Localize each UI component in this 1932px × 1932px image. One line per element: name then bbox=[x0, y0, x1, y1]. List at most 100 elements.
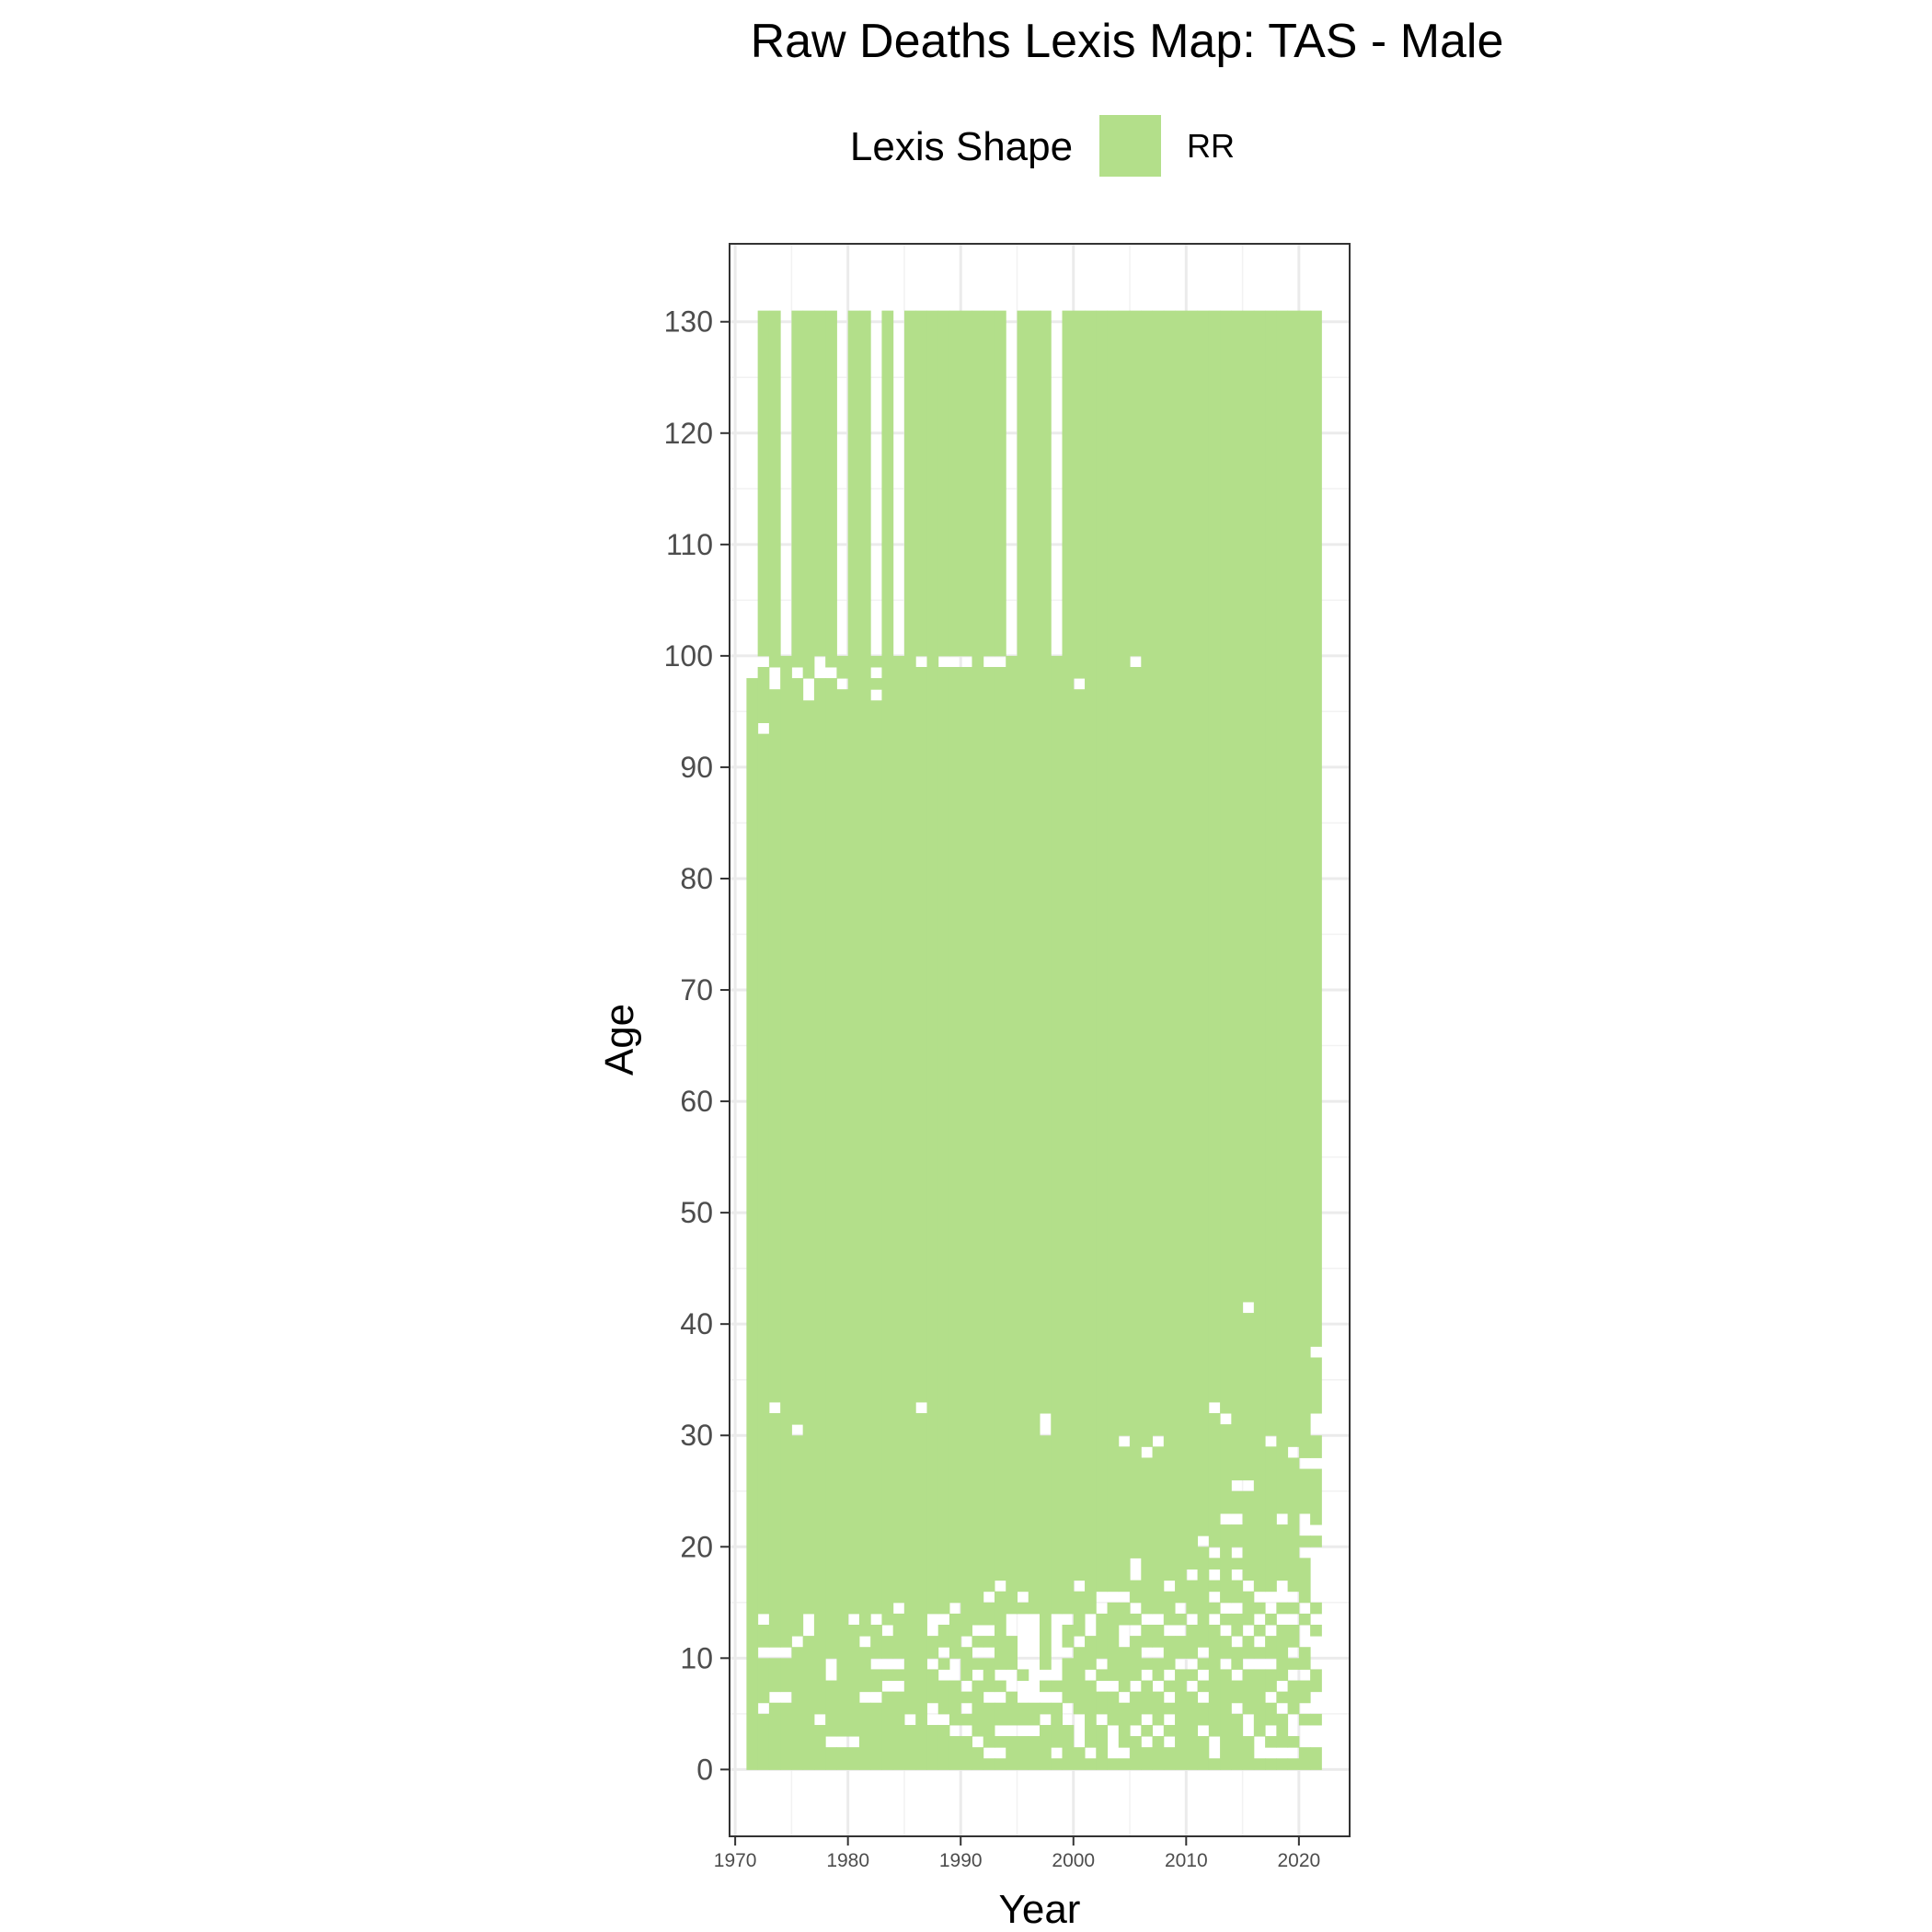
y-tick-label: 90 bbox=[680, 751, 713, 784]
heatmap-cell-run bbox=[1040, 1724, 1052, 1770]
heatmap-cell-run bbox=[1051, 1702, 1064, 1748]
heatmap-cell-run bbox=[1085, 1636, 1097, 1670]
heatmap-cell-run bbox=[1276, 1713, 1289, 1748]
heatmap-cell-run bbox=[1141, 1625, 1154, 1648]
heatmap-cell-run bbox=[937, 666, 950, 1615]
heatmap-cell-run bbox=[1253, 1647, 1266, 1659]
heatmap-cell-run bbox=[1040, 310, 1052, 1414]
y-tick-label: 30 bbox=[680, 1419, 713, 1452]
heatmap-cell-run bbox=[847, 1625, 860, 1737]
heatmap-cell-run bbox=[1163, 1702, 1176, 1715]
y-tick-label: 120 bbox=[664, 417, 713, 450]
heatmap-cell-run bbox=[903, 1724, 916, 1770]
heatmap-cell-run bbox=[1006, 655, 1018, 1615]
heatmap-cell-run bbox=[1062, 1625, 1075, 1648]
heatmap-cell-run bbox=[1287, 310, 1300, 1447]
heatmap-cell-run bbox=[1231, 1713, 1244, 1770]
heatmap-cell-run bbox=[1073, 1591, 1086, 1637]
heatmap-cell-run bbox=[1287, 1680, 1300, 1715]
heatmap-cell-run bbox=[1265, 1636, 1277, 1659]
heatmap-cell-run bbox=[1141, 1457, 1154, 1615]
heatmap-cell-run bbox=[1051, 1680, 1064, 1693]
y-tick-label: 70 bbox=[680, 973, 713, 1006]
heatmap-cell-run bbox=[1220, 1524, 1232, 1604]
heatmap-cell-run bbox=[1130, 666, 1142, 1558]
heatmap-cell-run bbox=[926, 310, 939, 1615]
x-tick-label: 1970 bbox=[714, 1850, 757, 1871]
heatmap-cell-run bbox=[915, 666, 927, 1403]
heatmap-cell-run bbox=[1220, 1636, 1232, 1659]
heatmap-cell-run bbox=[1276, 1691, 1289, 1704]
x-tick-label: 1980 bbox=[826, 1850, 869, 1871]
heatmap-cell-run bbox=[780, 655, 792, 1648]
heatmap-cell-run bbox=[1062, 310, 1075, 1615]
heatmap-cell-run bbox=[1310, 1468, 1322, 1525]
heatmap-cell-run bbox=[1220, 1669, 1232, 1770]
y-axis: 0 10 20 30 40 50 60 70 80 90 100 110 120 130 bbox=[664, 305, 730, 1786]
heatmap-cell-run bbox=[1130, 1736, 1142, 1770]
heatmap-cell-run bbox=[847, 1747, 860, 1770]
heatmap-cell-run bbox=[937, 1625, 950, 1648]
heatmap-cell-run bbox=[1298, 310, 1311, 1458]
heatmap-cell-run bbox=[1051, 1758, 1064, 1770]
heatmap-cell-run bbox=[858, 1647, 871, 1693]
heatmap-cell-run bbox=[1253, 1758, 1266, 1770]
heatmap-cell-run bbox=[983, 310, 995, 657]
heatmap-cell-run bbox=[972, 1658, 984, 1670]
heatmap-cell-run bbox=[1186, 310, 1199, 1570]
heatmap-cell-run bbox=[1175, 1636, 1187, 1659]
heatmap-cell-run bbox=[1253, 1669, 1266, 1737]
heatmap-cell-run bbox=[1163, 310, 1176, 1581]
heatmap-cell-run bbox=[870, 700, 882, 1615]
legend-key-rr bbox=[1099, 115, 1161, 177]
heatmap-cell-run bbox=[1231, 1647, 1244, 1670]
heatmap-cell-run bbox=[1073, 689, 1086, 1581]
panel-border bbox=[729, 243, 1351, 1837]
heatmap-cell-run bbox=[983, 1658, 995, 1693]
heatmap-cell-run bbox=[1163, 1636, 1176, 1670]
heatmap-cell-run bbox=[825, 310, 837, 668]
heatmap-cell-run bbox=[1197, 1680, 1210, 1693]
heatmap-cell-run bbox=[1085, 1758, 1097, 1770]
heatmap-cell-run bbox=[1040, 1680, 1052, 1693]
heatmap-cell-run bbox=[847, 310, 860, 1615]
heatmap-cell-run bbox=[757, 666, 770, 724]
heatmap-cell-run bbox=[1141, 310, 1154, 1447]
heatmap-cells bbox=[746, 310, 1322, 1770]
heatmap-cell-run bbox=[949, 1613, 961, 1659]
heatmap-cell-run bbox=[1242, 1591, 1255, 1626]
heatmap-cell-run bbox=[1175, 310, 1187, 1604]
heatmap-cell-run bbox=[926, 1669, 939, 1704]
heatmap-cell-run bbox=[757, 733, 770, 1615]
heatmap-cell-run bbox=[983, 1602, 995, 1626]
heatmap-cell-run bbox=[1287, 1457, 1300, 1593]
heatmap-cell-run bbox=[1130, 1636, 1142, 1682]
heatmap-cell-run bbox=[1006, 1691, 1018, 1726]
heatmap-cell-run bbox=[757, 1658, 770, 1704]
heatmap-cell-run bbox=[1073, 1747, 1086, 1770]
heatmap-cell-run bbox=[802, 310, 815, 679]
heatmap-cell-run bbox=[1310, 310, 1322, 1347]
legend: Lexis Shape RR bbox=[850, 115, 1235, 177]
heatmap-cell-run bbox=[1118, 1702, 1131, 1748]
heatmap-cell-run bbox=[949, 1680, 961, 1726]
heatmap-cell-run bbox=[960, 310, 972, 657]
heatmap-cell-run bbox=[1040, 1702, 1052, 1715]
heatmap-cell-run bbox=[1231, 1680, 1244, 1704]
heatmap-cell-run bbox=[791, 678, 804, 1425]
heatmap-cell-run bbox=[1242, 310, 1255, 1303]
heatmap-cell-run bbox=[791, 1435, 804, 1637]
legend-title: Lexis Shape bbox=[850, 124, 1073, 169]
heatmap-cell-run bbox=[1265, 1669, 1277, 1693]
heatmap-cell-run bbox=[937, 310, 950, 657]
heatmap-cell-run bbox=[1141, 1658, 1154, 1670]
heatmap-cell-run bbox=[1287, 1758, 1300, 1770]
heatmap-cell-run bbox=[1208, 1758, 1221, 1770]
heatmap-cell-run bbox=[858, 1702, 871, 1770]
heatmap-cell-run bbox=[836, 655, 849, 679]
heatmap-cell-run bbox=[1051, 655, 1064, 1615]
heatmap-cell-run bbox=[1298, 1680, 1311, 1704]
heatmap-cell-run bbox=[1276, 1625, 1289, 1682]
heatmap-cell-run bbox=[1197, 1547, 1210, 1648]
heatmap-cell-run bbox=[1208, 1580, 1221, 1593]
